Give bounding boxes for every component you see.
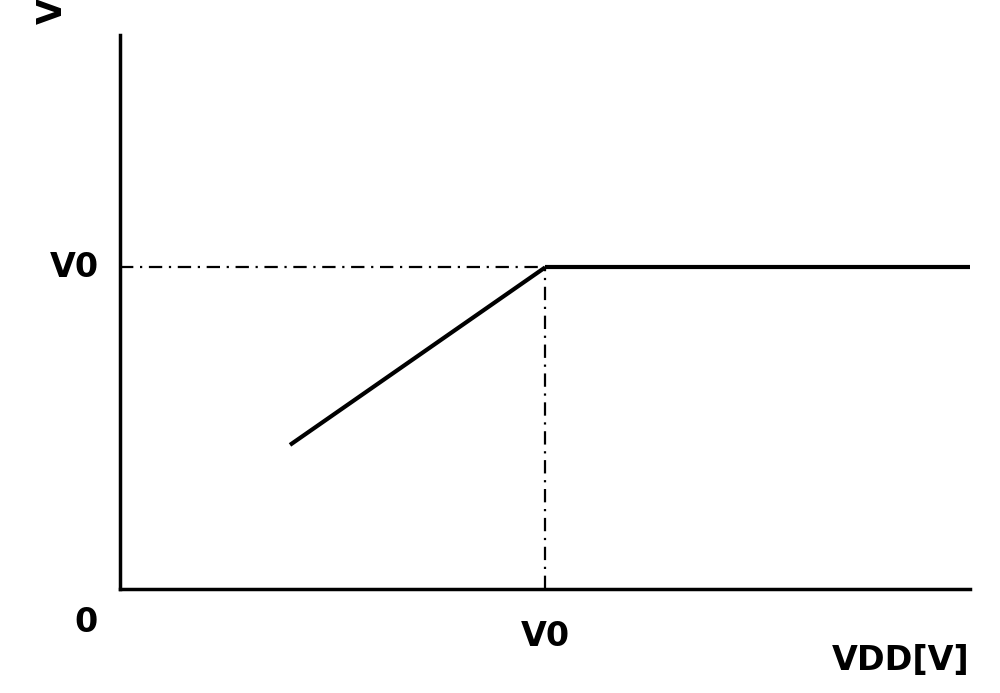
Text: VDD[V]: VDD[V] <box>832 644 970 678</box>
Text: V0: V0 <box>520 620 570 653</box>
Text: VREG[V]: VREG[V] <box>36 0 68 24</box>
Text: V0: V0 <box>50 251 99 284</box>
Text: 0: 0 <box>74 606 98 639</box>
